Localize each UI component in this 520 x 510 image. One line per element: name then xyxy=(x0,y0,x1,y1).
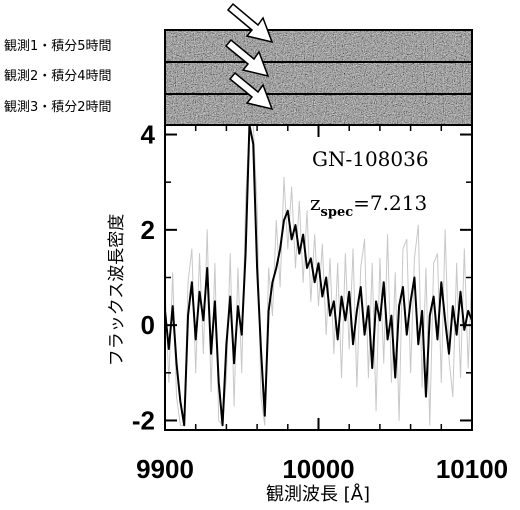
y-tick-label: 4 xyxy=(141,120,156,150)
x-tick-label: 10000 xyxy=(282,454,354,484)
y-tick-label: 2 xyxy=(141,215,155,245)
spectrum-line xyxy=(165,125,472,427)
y-tick-label: 0 xyxy=(141,310,155,340)
strip-label: 観測1・積分5時間 xyxy=(4,39,112,54)
strip-label: 観測2・積分4時間 xyxy=(4,69,112,84)
y-axis-label: フラックス波長密度 xyxy=(107,214,127,367)
strip-label: 観測3・積分2時間 xyxy=(4,100,112,115)
object-name: GN-108036 xyxy=(312,147,429,171)
arrow xyxy=(226,2,274,44)
arrow xyxy=(228,71,274,111)
redshift-z: z xyxy=(310,191,321,215)
noise-texture xyxy=(165,30,472,125)
redshift-sub: spec xyxy=(321,205,354,220)
arrow xyxy=(224,38,270,78)
x-tick-label: 9900 xyxy=(136,454,194,484)
x-tick-label: 10100 xyxy=(436,454,508,484)
spectrum-2d xyxy=(164,29,473,126)
y-tick-label: -2 xyxy=(132,405,155,435)
arrows xyxy=(224,2,274,111)
redshift-value: =7.213 xyxy=(353,191,427,215)
redshift: zspec=7.213 xyxy=(310,191,427,220)
plot-area xyxy=(165,125,472,430)
x-axis-label: 観測波長 [Å] xyxy=(266,483,370,505)
lines xyxy=(165,125,472,427)
